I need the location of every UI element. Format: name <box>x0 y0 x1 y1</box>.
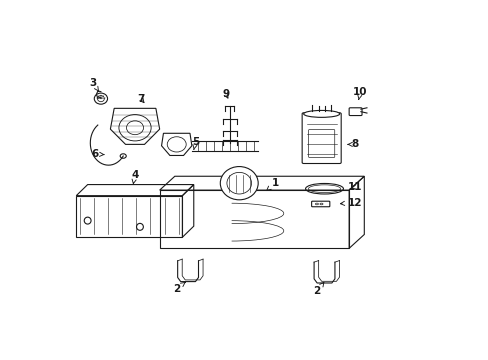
Text: 1: 1 <box>266 178 278 190</box>
Text: 2: 2 <box>173 282 185 293</box>
Ellipse shape <box>220 167 258 200</box>
Text: 8: 8 <box>347 139 358 149</box>
Text: 10: 10 <box>352 87 367 100</box>
Text: 12: 12 <box>340 198 361 208</box>
Text: 5: 5 <box>192 136 199 149</box>
Text: 6: 6 <box>91 149 104 159</box>
Text: 4: 4 <box>131 170 139 184</box>
Text: 9: 9 <box>222 90 229 99</box>
Text: 2: 2 <box>313 282 323 296</box>
Ellipse shape <box>303 111 339 117</box>
FancyBboxPatch shape <box>308 130 334 157</box>
FancyBboxPatch shape <box>348 108 361 116</box>
FancyBboxPatch shape <box>302 113 341 163</box>
FancyBboxPatch shape <box>311 201 329 207</box>
Text: 7: 7 <box>137 94 144 104</box>
Text: 11: 11 <box>347 183 361 192</box>
Text: 3: 3 <box>89 78 99 91</box>
